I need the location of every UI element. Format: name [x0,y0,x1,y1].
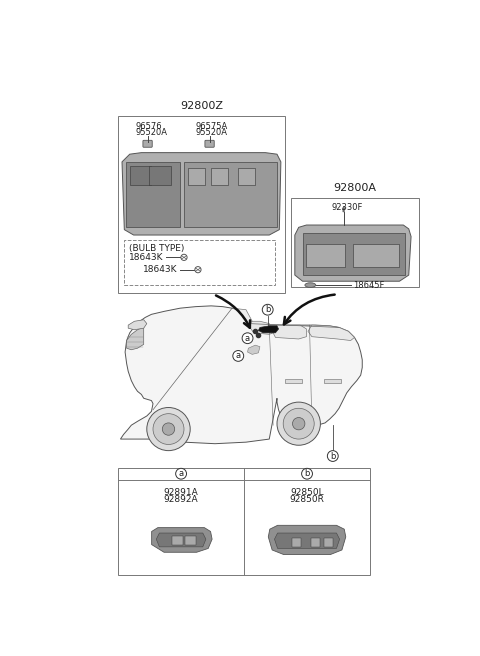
FancyBboxPatch shape [205,140,214,147]
Circle shape [233,350,244,361]
Polygon shape [248,345,260,354]
Text: 18643K: 18643K [143,265,178,274]
Text: a: a [179,469,184,478]
Text: 92850R: 92850R [289,495,324,504]
Text: a: a [245,334,250,342]
Text: 92891A: 92891A [164,487,198,497]
Bar [124,240,276,285]
Text: b: b [304,469,310,478]
Polygon shape [258,326,278,333]
Circle shape [242,333,253,344]
Bar [324,538,334,547]
Ellipse shape [305,283,316,287]
Text: 18645F: 18645F [353,281,384,289]
Bar [130,166,152,185]
Bar [149,166,171,185]
Circle shape [283,408,314,439]
Bar [353,244,399,268]
FancyBboxPatch shape [143,140,152,147]
Bar [285,379,302,383]
Text: 95520A: 95520A [135,128,167,137]
Text: (BULB TYPE): (BULB TYPE) [129,243,184,253]
Text: b: b [265,305,270,314]
Bar [118,468,370,575]
Polygon shape [156,533,206,547]
Circle shape [292,417,305,430]
Polygon shape [273,325,306,339]
Text: b: b [330,451,336,461]
Circle shape [153,414,184,445]
Polygon shape [120,306,362,443]
Text: 96576: 96576 [135,122,162,131]
Polygon shape [308,325,355,340]
Bar [211,168,228,185]
Bar [184,162,277,228]
Text: 92892A: 92892A [164,495,198,504]
Bar [185,536,196,545]
Text: 18643K: 18643K [129,253,164,262]
Circle shape [262,304,273,315]
Bar [291,538,301,547]
Polygon shape [248,321,273,335]
Text: a: a [236,352,241,360]
Bar [302,233,405,275]
Circle shape [301,468,312,479]
Circle shape [147,407,190,451]
Polygon shape [232,308,252,323]
Circle shape [327,451,338,461]
Text: 92850L: 92850L [290,487,324,497]
Circle shape [176,468,187,479]
Text: 92800Z: 92800Z [180,101,223,111]
Circle shape [162,423,175,435]
Text: 95520A: 95520A [196,128,228,137]
Bar [238,168,255,185]
Polygon shape [275,533,339,548]
Polygon shape [127,327,144,350]
Bar [118,115,285,293]
Polygon shape [268,525,346,554]
Text: 96575A: 96575A [196,122,228,131]
Circle shape [277,402,321,445]
Bar [188,168,205,185]
Polygon shape [152,527,212,552]
Bar [291,198,419,287]
Bar [126,162,180,228]
Polygon shape [122,153,281,235]
Bar [306,244,345,268]
Text: 92800A: 92800A [334,184,376,194]
Bar [172,536,183,545]
Bar [311,538,320,547]
Text: 92330F: 92330F [331,203,362,213]
FancyArrow shape [342,207,345,212]
Polygon shape [128,319,147,330]
Polygon shape [295,225,411,281]
Bar [324,379,340,383]
